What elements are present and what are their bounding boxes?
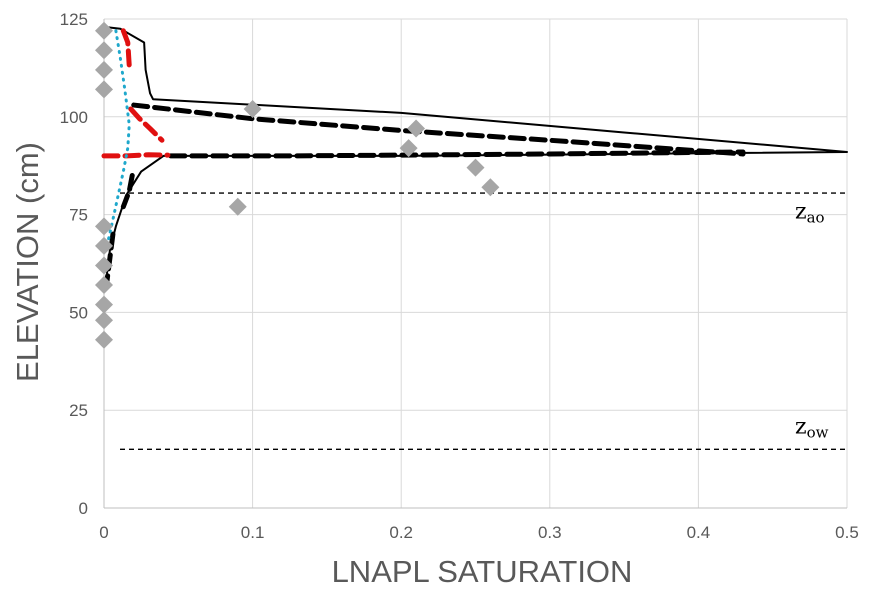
y-tick-label: 50: [69, 303, 88, 322]
x-tick-label: 0.1: [241, 523, 265, 542]
y-axis-title: ELEVATION (cm): [10, 142, 45, 382]
series-group: [95, 21, 848, 349]
data-point-marker: [95, 295, 113, 314]
reference-line-label: zao: [795, 200, 825, 227]
data-point-marker: [407, 119, 426, 138]
y-tick-label: 125: [60, 10, 88, 29]
series-line-dashed: [120, 172, 135, 210]
data-point-marker: [95, 311, 113, 330]
y-tick-label: 75: [69, 206, 88, 225]
series-line-dashed: [120, 28, 132, 69]
data-point-marker: [399, 139, 418, 158]
data-point-marker: [243, 99, 262, 118]
data-point-marker: [228, 197, 247, 216]
series-line-dashed: [131, 102, 746, 157]
series-line-dotted: [105, 29, 131, 248]
data-point-marker: [95, 276, 113, 295]
data-point-marker: [95, 217, 113, 236]
x-tick-label: 0.3: [538, 523, 562, 542]
x-tick-label: 0.4: [687, 523, 711, 542]
x-axis-title: LNAPL SATURATION: [332, 554, 633, 589]
data-point-marker: [95, 41, 113, 60]
tick-labels: 0 0.1 0.2 0.3 0.4 0.5 0 25 50 75 100 125: [60, 10, 859, 542]
data-point-marker: [95, 21, 113, 40]
reference-lines: zao zow: [120, 192, 847, 450]
data-point-marker: [95, 330, 113, 349]
series-line-dashed: [128, 106, 165, 143]
data-point-marker: [95, 256, 113, 275]
x-tick-label: 0.5: [835, 523, 859, 542]
series-line-dashed: [101, 152, 171, 159]
data-point-marker: [95, 236, 113, 255]
y-tick-label: 100: [60, 108, 88, 127]
grid: [103, 18, 848, 509]
data-point-marker: [481, 178, 500, 197]
series-line-dashed: [168, 149, 746, 159]
y-tick-label: 0: [79, 499, 88, 518]
data-point-marker: [95, 60, 113, 79]
y-tick-label: 25: [69, 401, 88, 420]
x-tick-label: 0.2: [389, 523, 413, 542]
data-point-marker: [466, 158, 485, 177]
x-tick-label: 0: [99, 523, 108, 542]
reference-line-label: zow: [795, 415, 829, 442]
data-point-marker: [95, 80, 113, 99]
series-line-dashed: [104, 231, 116, 284]
